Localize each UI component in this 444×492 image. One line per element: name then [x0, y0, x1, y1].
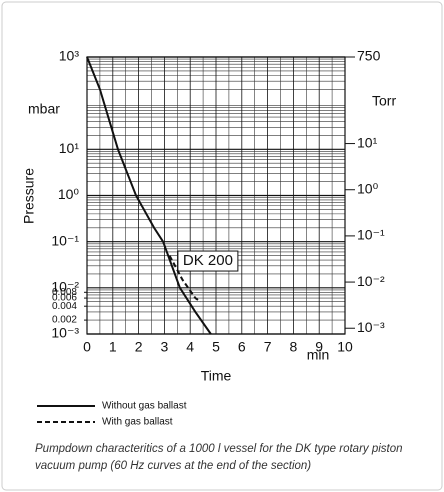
y-tick-label: 10⁻¹ — [51, 232, 79, 248]
x-tick-label: 4 — [186, 339, 194, 355]
y-tick-label: 10⁰ — [58, 186, 80, 202]
x-tick-label: 7 — [264, 339, 272, 355]
y2-unit: Torr — [372, 93, 396, 109]
annotation-box — [177, 250, 239, 272]
x-tick-label: 8 — [290, 339, 298, 355]
y-tick-label: 10⁻³ — [51, 325, 79, 341]
caption: vacuum pump (60 Hz curves at the end of … — [35, 460, 311, 472]
x-label: Time — [201, 368, 232, 384]
y-label: Pressure — [21, 168, 37, 224]
y2-tick-label: 10⁻² — [357, 273, 385, 289]
plot-frame — [86, 56, 346, 335]
x-tick-label: 5 — [212, 339, 220, 355]
y2-tick-label: 10¹ — [357, 134, 378, 150]
x-unit: min — [307, 347, 330, 363]
y-minor-tick-label: 0.004 — [52, 301, 77, 312]
x-tick-label: 10 — [337, 339, 353, 355]
x-tick-label: 3 — [161, 339, 169, 355]
y-tick-label: 10¹ — [59, 140, 80, 156]
x-tick-label: 9 — [315, 339, 323, 355]
y-tick-label: 10⁻² — [51, 279, 79, 295]
y-unit: mbar — [28, 101, 60, 117]
x-tick-label: 1 — [109, 339, 117, 355]
x-tick-label: 6 — [238, 339, 246, 355]
y2-tick-label: 10⁻³ — [357, 319, 385, 335]
y2-tick-label: 10⁻¹ — [357, 227, 385, 243]
y-minor-tick-label: 0.006 — [52, 293, 77, 304]
annotation: DK 200 — [183, 252, 233, 269]
series-line — [86, 56, 212, 335]
series-line — [168, 255, 202, 303]
y2-tick-label: 10⁰ — [357, 180, 379, 196]
y2-tick-label: 750 — [357, 48, 381, 64]
x-tick-label: 0 — [83, 339, 91, 355]
legend-label: With gas ballast — [102, 417, 173, 428]
y-minor-tick-label: 0.008 — [52, 287, 77, 298]
x-tick-label: 2 — [135, 339, 143, 355]
caption: Pumpdown characteritics of a 1000 l vess… — [35, 443, 403, 455]
y-tick-label: 10³ — [59, 48, 80, 64]
y-minor-tick-label: 0.002 — [52, 315, 77, 326]
legend-label: Without gas ballast — [102, 401, 187, 412]
